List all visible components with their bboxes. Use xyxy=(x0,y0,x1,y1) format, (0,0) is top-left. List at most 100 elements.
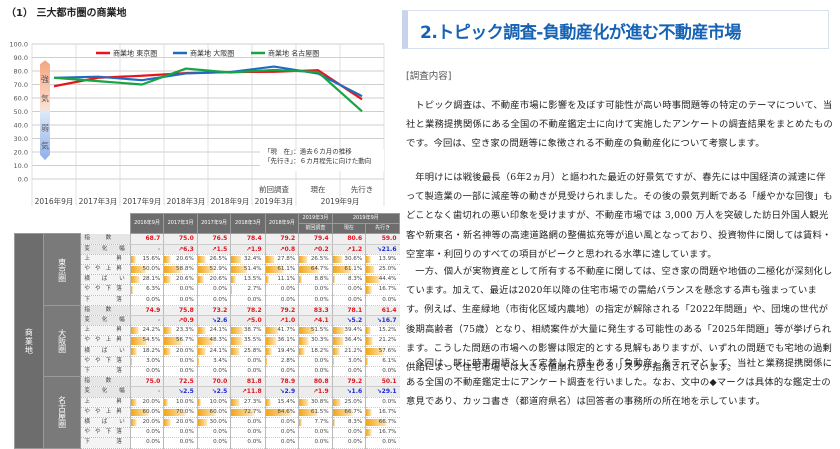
percent-cell: 0.0% xyxy=(265,428,299,438)
percent-cell: 0.0% xyxy=(366,367,400,377)
percent-cell: 66.7% xyxy=(332,407,366,417)
percent-value: 0.0% xyxy=(180,429,194,435)
row-label: 下 落 xyxy=(81,367,130,377)
percent-value: 15.6% xyxy=(143,256,161,262)
percent-value: 36.4% xyxy=(344,337,362,343)
percent-value: 13.9% xyxy=(379,256,397,262)
percent-cell: 0.0% xyxy=(332,367,366,377)
percent-bar xyxy=(198,399,201,406)
percent-value: 0.0% xyxy=(180,358,194,364)
index-value: 79.2 xyxy=(265,234,299,244)
percent-cell: 0.0% xyxy=(332,285,366,295)
percent-cell: 20.0% xyxy=(164,346,198,356)
percent-value: 27.8% xyxy=(277,256,295,262)
percent-cell: 0.0% xyxy=(265,285,299,295)
y-tick-label: 70.0 xyxy=(14,81,28,89)
percent-value: 0.0% xyxy=(146,429,160,435)
index-value: 79.2 xyxy=(265,305,299,315)
percent-bar xyxy=(231,399,240,406)
change-value: ↘16.7 xyxy=(366,316,400,326)
percent-bar xyxy=(231,256,242,263)
percent-value: 54.5% xyxy=(143,337,161,343)
percent-cell: 54.5% xyxy=(130,336,164,346)
percent-value: 0.0% xyxy=(146,297,160,303)
percent-cell: 20.6% xyxy=(197,275,231,285)
percent-value: 51.5% xyxy=(311,327,329,333)
y-tick-label: 60.0 xyxy=(14,94,28,102)
percent-value: 0.0% xyxy=(348,429,362,435)
percent-cell: 0.0% xyxy=(130,428,164,438)
percent-cell: 23.3% xyxy=(164,326,198,336)
percent-cell: 0.0% xyxy=(197,438,231,448)
percent-value: 11.1% xyxy=(277,276,295,282)
change-value: ↗1.0 xyxy=(265,316,299,326)
percent-bar xyxy=(333,256,343,263)
legend-label: 商業地 名古屋圏 xyxy=(268,49,319,58)
mood-label: 気 xyxy=(41,93,49,103)
percent-cell: 0.0% xyxy=(299,295,333,305)
percent-value: 0.0% xyxy=(247,297,261,303)
percent-value: 0.0% xyxy=(247,368,261,374)
percent-value: 0.0% xyxy=(382,399,396,405)
row-label: 横 ば い xyxy=(81,275,130,285)
percent-bar xyxy=(231,337,243,344)
percent-value: 18.2% xyxy=(143,348,161,354)
x-group-label: 2019年3月 xyxy=(255,196,294,206)
percent-cell: 11.1% xyxy=(265,275,299,285)
percent-cell: 0.0% xyxy=(164,438,198,448)
percent-bar xyxy=(299,256,308,263)
row-label: やや下落 xyxy=(81,428,130,438)
percent-bar xyxy=(198,327,206,334)
percent-value: 8.8% xyxy=(314,276,328,282)
percent-bar xyxy=(231,327,244,334)
y-tick-label: 80.0 xyxy=(14,67,28,75)
percent-value: 16.7% xyxy=(379,429,397,435)
index-value: 75.8 xyxy=(164,305,198,315)
percent-cell: 57.6% xyxy=(366,346,400,356)
percent-bar xyxy=(164,327,172,334)
percent-cell: 0.0% xyxy=(130,295,164,305)
row-label: やや上昇 xyxy=(81,407,130,417)
percent-bar xyxy=(198,348,206,355)
percent-value: 0.0% xyxy=(180,286,194,292)
percent-cell: 64.7% xyxy=(299,265,333,275)
percent-cell: 3.4% xyxy=(197,356,231,366)
percent-cell: 72.7% xyxy=(231,407,265,417)
percent-value: 0.0% xyxy=(213,429,227,435)
legend-label: 商業地 大阪圏 xyxy=(190,49,234,58)
index-value: 74.9 xyxy=(130,305,164,315)
percent-value: 20.0% xyxy=(176,348,194,354)
percent-bar xyxy=(299,419,302,426)
percent-value: 16.7% xyxy=(379,409,397,415)
percent-cell: 0.0% xyxy=(164,428,198,438)
legend-label: 商業地 東京圏 xyxy=(113,49,157,58)
percent-value: 61.1% xyxy=(344,266,362,272)
percent-cell: 0.0% xyxy=(299,428,333,438)
col-header: 2017年9月 xyxy=(197,214,231,234)
index-value: 81.8 xyxy=(231,377,265,387)
percent-cell: 24.1% xyxy=(197,326,231,336)
percent-value: 32.4% xyxy=(244,256,262,262)
index-value: 72.5 xyxy=(164,377,198,387)
percent-value: 3.4% xyxy=(213,358,227,364)
percent-value: 0.0% xyxy=(382,439,396,445)
percent-bar xyxy=(164,348,171,355)
percent-value: 21.2% xyxy=(344,348,362,354)
percent-bar xyxy=(164,256,171,263)
percent-bar xyxy=(366,286,372,293)
percent-bar xyxy=(266,358,267,365)
index-value: 73.2 xyxy=(197,305,231,315)
percent-cell: 0.0% xyxy=(231,428,265,438)
col-header: 2019年3月 xyxy=(299,214,333,224)
change-value: ↘21.6 xyxy=(366,244,400,254)
percent-value: 0.0% xyxy=(146,439,160,445)
percent-cell: 3.0% xyxy=(130,356,164,366)
percent-value: 24.2% xyxy=(143,327,161,333)
percent-bar xyxy=(231,286,232,293)
percent-bar xyxy=(266,337,278,344)
percent-value: 0.0% xyxy=(281,297,295,303)
percent-value: 52.9% xyxy=(210,266,228,272)
percent-cell: 0.0% xyxy=(265,295,299,305)
